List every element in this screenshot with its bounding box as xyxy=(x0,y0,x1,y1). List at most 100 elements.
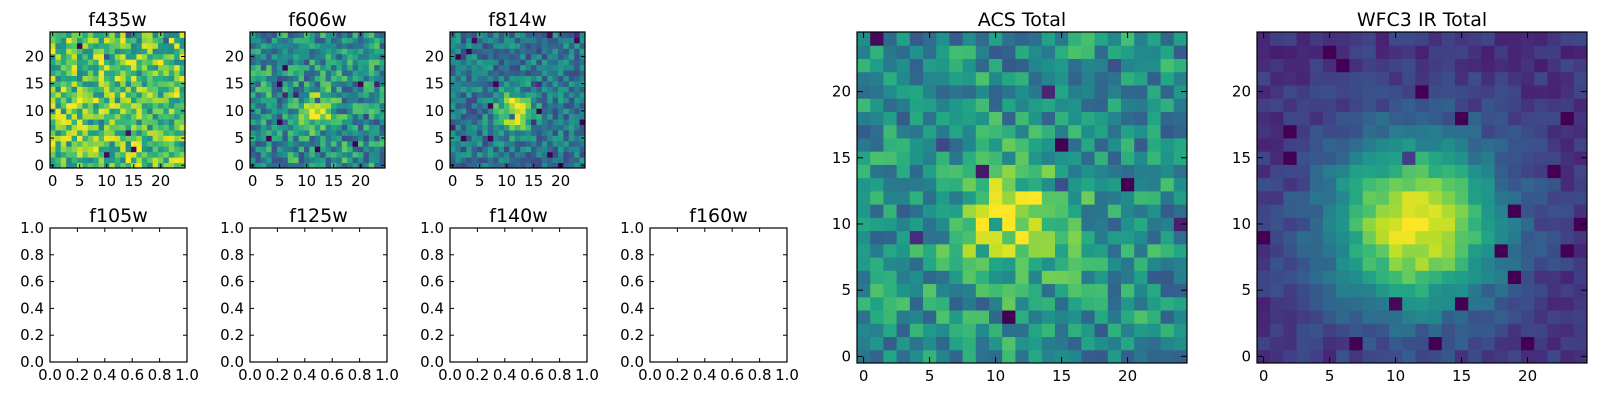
heatmap-cell xyxy=(493,151,500,158)
heatmap-cell xyxy=(347,157,354,164)
heatmap-cell xyxy=(1428,283,1443,298)
heatmap-cell xyxy=(482,108,489,115)
y-tick-label: 15 xyxy=(25,75,44,93)
heatmap-cell xyxy=(1323,310,1337,324)
heatmap-cell xyxy=(1296,204,1311,218)
heatmap-cell xyxy=(949,164,964,179)
heatmap-cell xyxy=(168,86,175,93)
heatmap-cell xyxy=(883,98,898,112)
heatmap-cell xyxy=(131,80,137,87)
heatmap-cell xyxy=(352,32,359,38)
heatmap-cell xyxy=(358,151,364,158)
heatmap-cell xyxy=(250,124,256,131)
heatmap-cell xyxy=(514,42,521,49)
heatmap-cell xyxy=(109,157,116,164)
heatmap-cell xyxy=(1402,98,1416,112)
heatmap-cell xyxy=(1160,111,1175,126)
heatmap-cell xyxy=(487,64,494,71)
heatmap-cell xyxy=(870,230,884,245)
heatmap-cell xyxy=(1521,296,1535,311)
heatmap-cell xyxy=(579,86,586,93)
heatmap-cell xyxy=(1507,98,1522,112)
heatmap-cell xyxy=(1402,217,1416,232)
heatmap-cell xyxy=(504,91,510,98)
heatmap-cell xyxy=(563,59,570,66)
heatmap-cell xyxy=(1028,204,1043,218)
heatmap-cell xyxy=(77,124,83,131)
heatmap-cell xyxy=(314,102,321,109)
heatmap-cell xyxy=(260,37,267,44)
heatmap-cell xyxy=(93,42,100,49)
heatmap-cell xyxy=(93,119,100,125)
heatmap-cell xyxy=(309,151,316,158)
heatmap-cell xyxy=(923,111,937,126)
heatmap-cell xyxy=(1147,204,1162,218)
heatmap-cell xyxy=(1068,336,1082,351)
heatmap-cell xyxy=(923,137,937,152)
heatmap-cell xyxy=(120,42,127,49)
heatmap-cell xyxy=(1068,45,1082,59)
heatmap-cell xyxy=(93,86,100,93)
heatmap-cell xyxy=(163,151,170,158)
heatmap-cell xyxy=(1560,204,1575,218)
heatmap-cell xyxy=(1455,349,1469,364)
heatmap-cell xyxy=(471,86,478,93)
heatmap-cell xyxy=(1068,98,1082,112)
heatmap-cell xyxy=(1389,177,1403,192)
heatmap-cell xyxy=(1147,349,1162,364)
heatmap-cell xyxy=(147,53,154,60)
heatmap-cell xyxy=(174,119,181,125)
heatmap-cell xyxy=(1270,190,1284,205)
heatmap-cell xyxy=(579,48,586,55)
heatmap-cell xyxy=(1375,310,1390,324)
heatmap-cell xyxy=(152,135,159,142)
heatmap-cell xyxy=(168,37,175,44)
heatmap-cell xyxy=(368,75,375,82)
heatmap-cell xyxy=(1068,32,1082,46)
heatmap-cell xyxy=(120,59,127,66)
heatmap-cell xyxy=(509,70,516,77)
heatmap-cell xyxy=(277,53,283,60)
heatmap-cell xyxy=(989,177,1003,192)
heatmap-cell xyxy=(271,97,278,104)
heatmap-cell xyxy=(255,157,262,164)
heatmap-cell xyxy=(114,42,121,49)
y-tick-label: 5 xyxy=(434,129,444,147)
heatmap-cell xyxy=(1441,257,1456,271)
heatmap-cell xyxy=(493,124,500,131)
heatmap-cell xyxy=(1323,257,1337,271)
heatmap-cell xyxy=(1323,296,1337,311)
heatmap-cell xyxy=(1415,190,1430,205)
heatmap-cell xyxy=(1107,323,1122,338)
heatmap-cell xyxy=(949,283,964,298)
heatmap-cell xyxy=(574,37,581,44)
heatmap-cell xyxy=(1455,71,1469,86)
heatmap-cell xyxy=(93,97,100,104)
heatmap-cell xyxy=(1534,204,1548,218)
heatmap-cell xyxy=(541,32,548,38)
heatmap-cell xyxy=(374,59,381,66)
heatmap-cell xyxy=(55,151,62,158)
heatmap-cell xyxy=(374,75,381,82)
heatmap-cell xyxy=(962,137,977,152)
heatmap-cell xyxy=(493,48,500,55)
heatmap-cell xyxy=(298,70,305,77)
heatmap-cell xyxy=(298,42,305,49)
heatmap-cell xyxy=(531,75,537,82)
y-tick-label: 0 xyxy=(841,347,851,365)
heatmap-cell xyxy=(579,42,586,49)
heatmap-cell xyxy=(568,157,575,164)
heatmap-cell xyxy=(1283,32,1298,46)
heatmap-cell xyxy=(1147,283,1162,298)
heatmap-cell xyxy=(1270,310,1284,324)
heatmap-cell xyxy=(298,64,305,71)
heatmap-cell xyxy=(450,119,456,125)
heatmap-cell xyxy=(1121,58,1135,73)
heatmap-cell xyxy=(1134,58,1148,73)
heatmap-cell xyxy=(923,32,937,46)
heatmap-cell xyxy=(975,177,990,192)
heatmap-cell xyxy=(547,37,554,44)
y-tick-label: 5 xyxy=(34,129,44,147)
heatmap-cell xyxy=(487,146,494,153)
